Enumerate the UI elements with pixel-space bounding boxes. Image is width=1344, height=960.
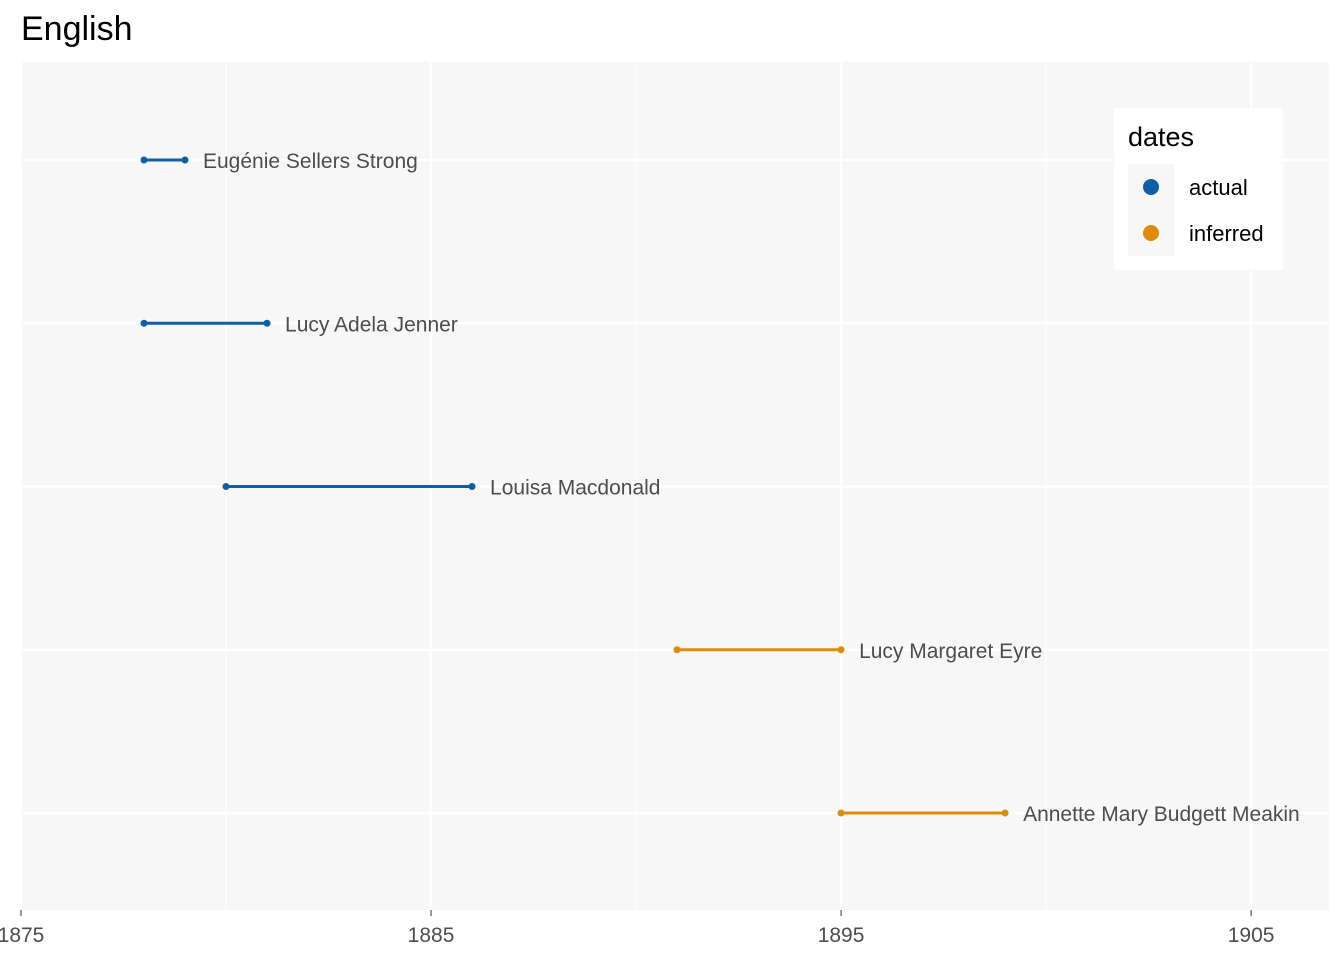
legend-key-actual bbox=[1143, 179, 1159, 195]
range-start-point bbox=[140, 156, 148, 164]
range-label: Lucy Adela Jenner bbox=[285, 313, 458, 336]
x-tick-label: 1895 bbox=[818, 924, 865, 947]
range-end-point bbox=[1001, 809, 1009, 817]
range-start-point bbox=[222, 483, 230, 490]
range-label: Louisa Macdonald bbox=[490, 477, 660, 500]
x-tick-label: 1885 bbox=[408, 924, 455, 947]
legend-label-actual: actual bbox=[1189, 175, 1248, 200]
x-tick-label: 1905 bbox=[1228, 924, 1275, 947]
x-axis: 1875 1885 1895 1905 bbox=[0, 910, 1274, 947]
range-end-point bbox=[263, 319, 271, 327]
legend-label-inferred: inferred bbox=[1189, 221, 1264, 246]
x-tick-label: 1875 bbox=[0, 924, 44, 947]
range-label: Eugénie Sellers Strong bbox=[203, 150, 418, 173]
range-label: Annette Mary Budgett Meakin bbox=[1023, 803, 1300, 826]
range-end-point bbox=[837, 646, 845, 654]
range-start-point bbox=[140, 319, 148, 327]
chart-title: English bbox=[21, 10, 133, 48]
legend-key-inferred bbox=[1143, 225, 1159, 241]
legend-title: dates bbox=[1128, 122, 1194, 152]
data-marks: Eugénie Sellers Strong Lucy Adela Jenner L… bbox=[140, 150, 1300, 826]
range-start-point bbox=[837, 809, 845, 817]
range-start-point bbox=[673, 646, 681, 654]
legend: dates actual inferred bbox=[1114, 108, 1283, 270]
range-label: Lucy Margaret Eyre bbox=[859, 640, 1042, 663]
range-end-point bbox=[468, 483, 476, 490]
range-end-point bbox=[181, 156, 189, 164]
